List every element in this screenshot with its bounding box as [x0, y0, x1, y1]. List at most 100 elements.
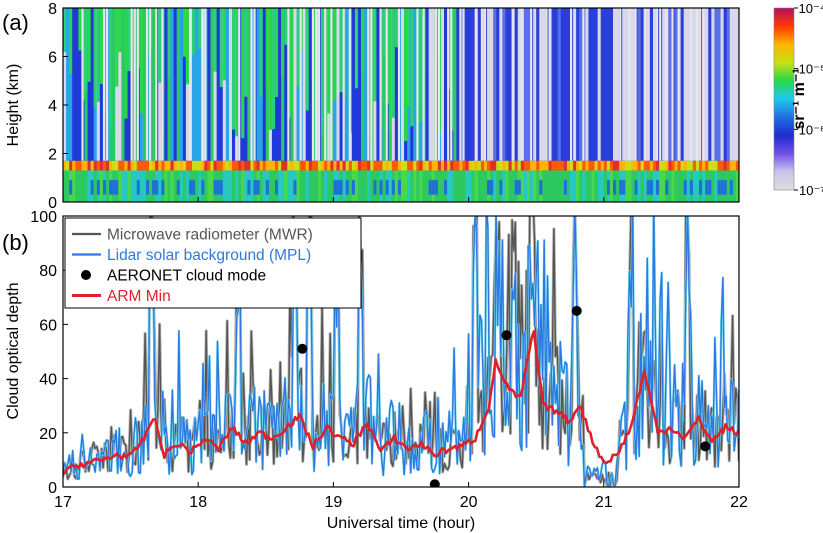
heatmap-cell — [139, 160, 144, 171]
heatmap-cell — [551, 170, 556, 202]
heatmap-cell — [480, 8, 484, 161]
heatmap-cell — [170, 160, 175, 171]
heatmap-cell — [659, 170, 663, 202]
heatmap-cell — [96, 160, 101, 171]
heatmap-cell — [185, 170, 190, 202]
heatmap-cell — [179, 170, 184, 202]
heatmap-cell — [410, 8, 414, 127]
heatmap-cell — [318, 8, 321, 161]
heatmap-cell — [167, 8, 172, 161]
heatmap-cell — [689, 160, 694, 171]
heatmap-cell — [671, 160, 676, 171]
heatmap-cell — [505, 8, 510, 161]
heatmap-cell — [204, 160, 209, 171]
heatmap-cell — [287, 170, 291, 202]
heatmap-cell — [379, 180, 384, 195]
heatmap-cell — [296, 170, 301, 202]
heatmap-cell — [622, 160, 626, 171]
colorbar-tick-label: 10⁻⁴ — [799, 1, 823, 16]
legend-label: Microwave radiometer (MWR) — [107, 227, 313, 244]
heatmap-cell — [456, 8, 460, 161]
heatmap-cell — [373, 160, 378, 171]
heatmap-cell — [250, 160, 255, 171]
heatmap-cell — [714, 8, 719, 161]
x-axis-label: Universal time (hour) — [327, 515, 475, 532]
heatmap-cell — [416, 160, 421, 171]
heatmap-cell — [394, 170, 399, 202]
heatmap-cell — [695, 160, 700, 171]
heatmap-cell — [434, 160, 439, 171]
heatmap-cell — [514, 160, 519, 171]
heatmap-cell — [708, 160, 712, 171]
heatmap-cell — [78, 8, 83, 161]
heatmap-cell — [195, 160, 199, 171]
heatmap-cell — [93, 8, 98, 108]
heatmap-cell — [717, 180, 722, 195]
heatmap-cell — [649, 180, 654, 195]
heatmap-cell — [597, 160, 602, 171]
heatmap-cell — [262, 160, 267, 171]
x-tick-label: 18 — [189, 494, 207, 511]
heatmap-cell — [566, 8, 571, 161]
heatmap-cell — [490, 160, 494, 171]
colorbar-tick-label: 10⁻⁵ — [799, 62, 823, 77]
heatmap-cell — [265, 8, 270, 87]
heatmap-cell — [471, 170, 476, 202]
heatmap-cell — [115, 160, 119, 171]
heatmap-cell — [262, 8, 267, 161]
heatmap-cell — [554, 160, 559, 171]
heatmap-cell — [619, 160, 623, 171]
heatmap-cell — [336, 8, 341, 161]
heatmap-cell — [195, 170, 199, 202]
heatmap-cell — [401, 170, 405, 202]
aeronet-point — [429, 479, 440, 487]
heatmap-cell — [407, 8, 411, 107]
heatmap-cell — [345, 8, 350, 161]
heatmap-cell — [548, 170, 553, 202]
heatmap-cell — [87, 8, 92, 82]
heatmap-cell — [459, 170, 464, 202]
heatmap-cell — [434, 8, 437, 161]
heatmap-cell — [232, 160, 236, 171]
heatmap-cell — [523, 160, 528, 171]
heatmap-cell — [705, 160, 709, 171]
heatmap-cell — [130, 160, 135, 171]
heatmap-cell — [238, 160, 242, 171]
heatmap-cell — [732, 160, 737, 171]
heatmap-cell — [625, 8, 629, 161]
heatmap-cell — [588, 160, 593, 171]
heatmap-cell — [275, 180, 279, 195]
heatmap-cell — [290, 170, 295, 202]
heatmap-cell — [256, 160, 261, 171]
heatmap-cell — [440, 160, 445, 171]
heatmap-cell — [99, 8, 104, 161]
heatmap-cell — [453, 170, 457, 202]
heatmap-cell — [735, 160, 739, 171]
heatmap-cell — [431, 180, 436, 195]
heatmap-cell — [588, 170, 593, 202]
heatmap-cell — [354, 170, 359, 202]
heatmap-cell — [158, 8, 162, 161]
heatmap-cell — [213, 180, 218, 195]
heatmap-cell — [683, 160, 688, 171]
heatmap-cell — [222, 160, 227, 171]
heatmap-cell — [404, 160, 408, 171]
heatmap-cell — [548, 160, 553, 171]
heatmap-cell — [616, 160, 620, 171]
heatmap-cell — [136, 160, 141, 171]
heatmap-cell — [373, 180, 378, 195]
heatmap-cell — [192, 8, 196, 55]
heatmap-cell — [253, 180, 258, 195]
heatmap-cell — [351, 160, 356, 171]
heatmap-cell — [238, 170, 242, 202]
heatmap-cell — [232, 170, 236, 202]
heatmap-cell — [149, 160, 153, 171]
heatmap-cell — [720, 160, 725, 171]
heatmap-cell — [124, 160, 129, 171]
heatmap-cell — [161, 8, 164, 161]
heatmap-cell — [388, 160, 393, 171]
heatmap-cell — [96, 180, 101, 195]
heatmap-cell — [78, 160, 83, 171]
heatmap-cell — [268, 170, 273, 202]
heatmap-cell — [557, 170, 562, 202]
